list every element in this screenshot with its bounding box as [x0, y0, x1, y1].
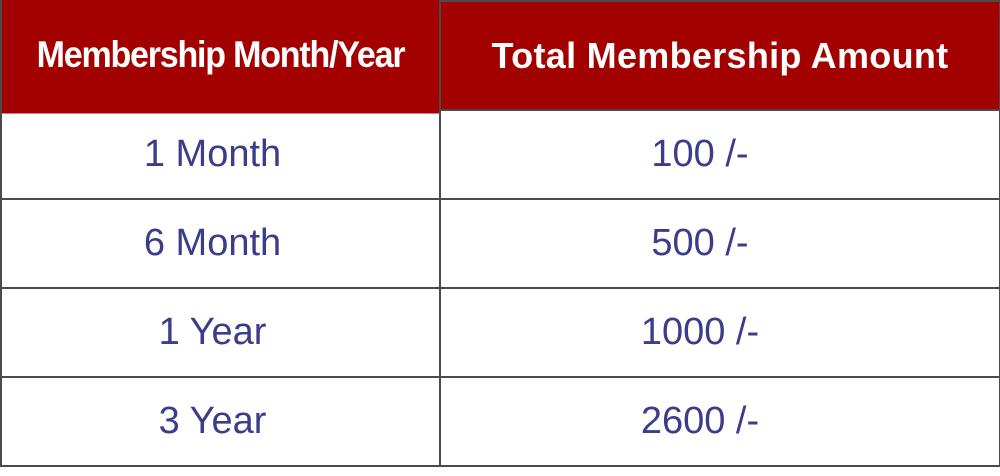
column-header-membership-period: Membership Month/Year [0, 0, 441, 116]
column-header-total-amount: Total Membership Amount [439, 0, 1000, 111]
cell-duration: 1 Year [0, 287, 441, 378]
cell-amount: 2600 /- [439, 376, 1000, 467]
table-header-row: Membership Month/Year Total Membership A… [0, 0, 1000, 116]
cell-duration: 1 Month [0, 109, 441, 200]
table-row: 3 Year 2600 /- [0, 376, 1000, 467]
cell-duration: 3 Year [0, 376, 441, 467]
cell-amount: 500 /- [439, 198, 1000, 289]
cell-amount: 100 /- [439, 109, 1000, 200]
table-row: 6 Month 500 /- [0, 198, 1000, 289]
table-row: 1 Month 100 /- [0, 109, 1000, 200]
cell-amount: 1000 /- [439, 287, 1000, 378]
cell-duration: 6 Month [0, 198, 441, 289]
table-row: 1 Year 1000 /- [0, 287, 1000, 378]
